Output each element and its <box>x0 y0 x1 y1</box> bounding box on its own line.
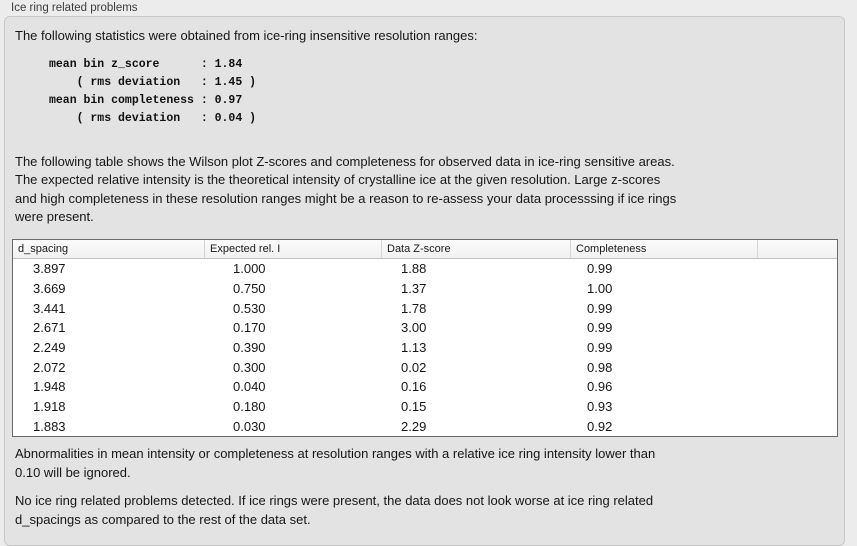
stat-line-z-rms: ( rms deviation : 1.45 ) <box>49 76 257 89</box>
stat-line-mean-z-score: mean bin z_score : 1.84 <box>49 58 243 71</box>
conclusion-text: No ice ring related problems detected. I… <box>15 491 653 529</box>
description-line: The following table shows the Wilson plo… <box>15 154 675 169</box>
cell-data-z-score: 0.02 <box>401 359 427 375</box>
stat-line-completeness-rms: ( rms deviation : 0.04 ) <box>49 112 257 125</box>
cell-completeness: 0.92 <box>587 418 613 434</box>
cell-completeness: 0.93 <box>587 399 613 415</box>
table-row[interactable]: 1.918 0.180 0.15 0.93 <box>13 397 837 417</box>
cell-expected-rel-i: 0.030 <box>233 418 266 434</box>
cell-d-spacing: 2.671 <box>33 320 66 336</box>
column-header-d-spacing[interactable]: d_spacing <box>13 240 205 258</box>
table-row[interactable]: 3.441 0.530 1.78 0.99 <box>13 298 837 318</box>
table-body: 3.897 1.000 1.88 0.99 3.669 0.750 1.37 1… <box>13 259 837 436</box>
table-row[interactable]: 1.948 0.040 0.16 0.96 <box>13 377 837 397</box>
conclusion-line: d_spacings as compared to the rest of th… <box>15 512 311 527</box>
table-row[interactable]: 2.249 0.390 1.13 0.99 <box>13 338 837 358</box>
cell-d-spacing: 1.883 <box>33 418 66 434</box>
ignore-note-line: 0.10 will be ignored. <box>15 465 131 480</box>
cell-d-spacing: 3.669 <box>33 281 66 296</box>
ice-ring-table: d_spacing Expected rel. I Data Z-score C… <box>12 239 838 437</box>
cell-data-z-score: 0.15 <box>401 399 427 415</box>
cell-d-spacing: 3.441 <box>33 300 66 316</box>
table-row[interactable]: 1.883 0.030 2.29 0.92 <box>13 416 837 436</box>
cell-completeness: 0.99 <box>587 261 613 277</box>
description-line: and high completeness in these resolutio… <box>15 190 677 206</box>
cell-d-spacing: 1.918 <box>33 399 66 415</box>
cell-data-z-score: 2.29 <box>401 418 427 434</box>
conclusion-line: No ice ring related problems detected. I… <box>15 493 654 508</box>
column-header-data-z-score[interactable]: Data Z-score <box>382 240 571 258</box>
table-row[interactable]: 2.671 0.170 3.00 0.99 <box>13 318 837 338</box>
table-description: The following table shows the Wilson plo… <box>15 153 676 226</box>
cell-expected-rel-i: 0.530 <box>233 300 266 316</box>
stats-block: mean bin z_score : 1.84 ( rms deviation … <box>49 56 256 128</box>
cell-data-z-score: 1.78 <box>401 300 427 316</box>
cell-expected-rel-i: 0.300 <box>233 359 266 375</box>
cell-data-z-score: 3.00 <box>401 320 427 336</box>
cell-d-spacing: 3.897 <box>33 261 66 277</box>
cell-completeness: 0.98 <box>587 359 613 375</box>
cell-d-spacing: 2.249 <box>33 340 66 356</box>
cell-expected-rel-i: 0.390 <box>233 340 266 356</box>
table-row[interactable]: 3.897 1.000 1.88 0.99 <box>13 259 837 279</box>
cell-expected-rel-i: 1.000 <box>233 261 266 277</box>
cell-d-spacing: 2.072 <box>33 359 66 375</box>
cell-completeness: 0.99 <box>587 300 613 316</box>
ice-ring-panel: The following statistics were obtained f… <box>4 16 845 546</box>
table-header-row: d_spacing Expected rel. I Data Z-score C… <box>13 240 837 259</box>
cell-expected-rel-i: 0.750 <box>233 281 266 296</box>
cell-completeness: 1.00 <box>587 281 613 296</box>
column-header-completeness[interactable]: Completeness <box>571 240 758 258</box>
cell-completeness: 0.99 <box>587 340 613 356</box>
ignore-note: Abnormalities in mean intensity or compl… <box>15 444 655 482</box>
cell-data-z-score: 1.88 <box>401 261 427 277</box>
intro-text: The following statistics were obtained f… <box>15 28 478 43</box>
cell-expected-rel-i: 0.040 <box>233 379 266 395</box>
cell-expected-rel-i: 0.180 <box>233 399 266 415</box>
cell-data-z-score: 1.13 <box>401 340 427 356</box>
cell-data-z-score: 1.37 <box>401 281 427 296</box>
column-header-empty <box>758 240 837 258</box>
cell-completeness: 0.96 <box>587 379 613 395</box>
cell-d-spacing: 1.948 <box>33 379 66 395</box>
intro-paragraph: The following statistics were obtained f… <box>15 27 477 45</box>
cell-data-z-score: 0.16 <box>401 379 427 395</box>
stat-line-mean-completeness: mean bin completeness : 0.97 <box>49 94 243 107</box>
ignore-note-line: Abnormalities in mean intensity or compl… <box>15 446 656 461</box>
column-header-expected-rel-i[interactable]: Expected rel. I <box>205 240 382 258</box>
cell-expected-rel-i: 0.170 <box>233 320 266 336</box>
cell-completeness: 0.99 <box>587 320 613 336</box>
panel-title: Ice ring related problems <box>11 2 138 14</box>
description-line: were present. <box>15 208 94 224</box>
table-row[interactable]: 2.072 0.300 0.02 0.98 <box>13 357 837 377</box>
table-row[interactable]: 3.669 0.750 1.37 1.00 <box>13 279 837 299</box>
description-line: The expected relative intensity is the t… <box>15 172 661 188</box>
